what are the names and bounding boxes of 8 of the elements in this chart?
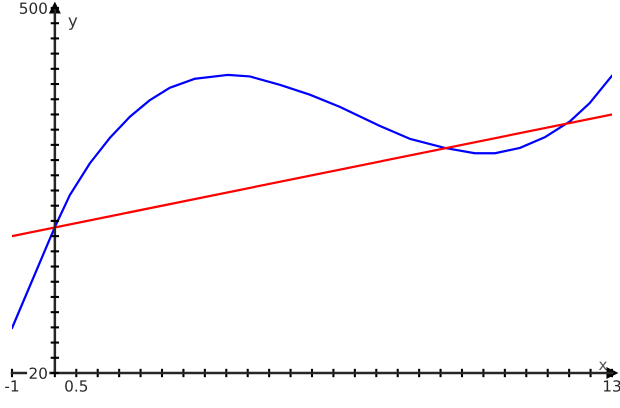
x-tick-label: -1	[5, 380, 18, 392]
x-tick-label: 13	[604, 380, 620, 392]
x-tick-label: 0.5	[65, 380, 88, 392]
y-axis-title: y	[68, 17, 78, 30]
y-tick-label: 500	[20, 2, 47, 14]
y-tick-label: 20	[30, 367, 47, 380]
x-axis-title: x	[598, 362, 608, 370]
line-series	[12, 74, 612, 330]
